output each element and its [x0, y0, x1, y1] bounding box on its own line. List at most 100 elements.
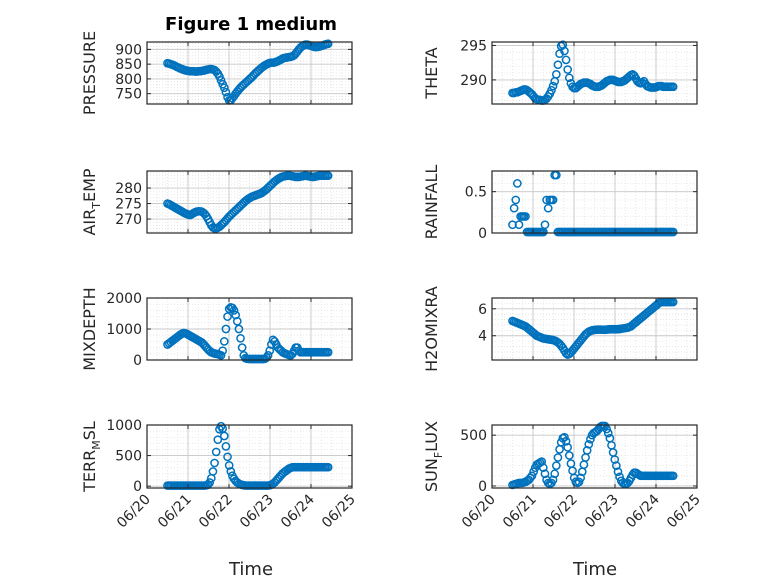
x-axis-label-left: Time — [228, 559, 273, 580]
x-axis-label-right: Time — [572, 559, 617, 580]
data-point — [584, 439, 594, 449]
x-tick-label: 06/25 — [664, 492, 704, 532]
axis-box-sun_flux — [491, 424, 698, 489]
data-point — [221, 442, 231, 451]
data-point — [538, 463, 548, 473]
y-tick-label: 900 — [115, 42, 142, 58]
x-tick-label: 06/20 — [459, 492, 499, 532]
data-point — [237, 343, 247, 352]
y-tick-label: 280 — [115, 181, 142, 197]
data-point — [208, 467, 218, 476]
data-point — [511, 195, 521, 205]
data-point — [548, 195, 558, 205]
x-tick-label: 06/25 — [319, 492, 359, 532]
plot-area-terr_msl — [147, 425, 352, 488]
data-point — [223, 452, 232, 462]
data-point — [521, 212, 530, 221]
axis-box-terr_msl — [146, 424, 353, 489]
subplot-theta: 290 295 THETA — [422, 38, 698, 105]
data-point — [553, 60, 563, 70]
data-point — [563, 65, 573, 74]
data-point — [540, 469, 550, 479]
data-point — [323, 171, 333, 180]
y-axis-label-air_temp: AIRTEMP — [80, 168, 103, 235]
data-point — [561, 436, 571, 446]
y-tick-label: 750 — [115, 87, 142, 103]
figure-title: Figure 1 medium — [165, 14, 337, 35]
data-point — [612, 461, 621, 470]
y-tick-label: 2000 — [106, 291, 142, 307]
data-point — [219, 83, 229, 93]
y-tick-label: 290 — [460, 73, 487, 89]
x-tick-label: 06/21 — [500, 492, 540, 532]
y-tick-label: 0 — [478, 479, 487, 495]
y-tick-label: 6 — [478, 302, 487, 318]
data-point — [211, 447, 221, 457]
y-axis-label-sun_flux: SUNFLUX — [422, 421, 445, 492]
data-point — [232, 316, 242, 326]
data-point — [218, 346, 228, 356]
axis-box-h2omixra — [491, 297, 698, 361]
data-point — [553, 453, 563, 462]
data-point — [576, 473, 586, 483]
data-point — [323, 462, 333, 472]
y-axis-label-h2omixra: H2OMIXRA — [422, 286, 441, 372]
data-point — [234, 324, 244, 334]
data-point — [550, 469, 560, 479]
y-tick-label: 0 — [478, 226, 487, 242]
y-tick-label: 295 — [460, 38, 487, 54]
y-tick-label: 0.5 — [465, 185, 487, 201]
data-point — [548, 81, 558, 91]
data-point — [603, 428, 613, 438]
subplot-rainfall: 0 0.5 RAINFALL — [422, 165, 698, 242]
axis-box-pressure — [146, 41, 353, 105]
data-point — [537, 457, 547, 466]
y-tick-label: 275 — [115, 197, 142, 213]
y-tick-label: 4 — [478, 329, 487, 345]
data-point — [529, 467, 538, 477]
data-point — [540, 220, 550, 230]
data-point — [219, 337, 229, 346]
axis-box-theta — [491, 41, 698, 105]
subplot-terr_msl: 0 500 1000 06/20 06/21 06/22 06/23 06/24 06/25 TE… — [80, 418, 359, 531]
data-point — [561, 55, 571, 65]
data-point — [564, 451, 574, 460]
data-point — [223, 312, 232, 321]
data-point — [613, 467, 623, 477]
y-tick-label: 0 — [133, 479, 142, 495]
x-tick-label: 06/24 — [623, 491, 663, 531]
x-tick-label: 06/21 — [155, 492, 195, 532]
data-point — [514, 220, 524, 230]
y-tick-label: 0 — [133, 353, 142, 369]
data-point — [513, 179, 522, 188]
subplot-mixdepth: 0 1000 2000 MIXDEPTH — [80, 287, 353, 371]
subplot-h2omixra: 4 6 H2OMIXRA — [422, 286, 698, 372]
data-point — [219, 431, 229, 441]
axis-box-rainfall — [491, 170, 698, 234]
y-tick-label: 500 — [115, 449, 142, 465]
data-point — [582, 446, 592, 455]
data-point — [668, 82, 678, 92]
y-tick-label: 1000 — [106, 418, 142, 434]
data-point — [548, 475, 558, 485]
data-point — [543, 203, 553, 213]
data-point — [551, 461, 561, 470]
x-tick-label: 06/23 — [237, 492, 277, 532]
data-point — [229, 306, 239, 315]
y-axis-label-theta: THETA — [422, 47, 441, 99]
data-point — [226, 467, 236, 476]
y-axis-label-mixdepth: MIXDEPTH — [80, 287, 99, 370]
axis-box-air_temp — [146, 170, 353, 234]
data-point — [509, 203, 519, 213]
data-point — [221, 87, 231, 97]
data-point — [323, 39, 333, 49]
y-tick-label: 270 — [115, 212, 142, 228]
y-tick-label: 800 — [115, 72, 142, 88]
y-axis-label-pressure: PRESSURE — [80, 31, 99, 115]
data-point — [236, 333, 245, 343]
y-tick-label: 500 — [460, 428, 487, 444]
data-point — [216, 351, 226, 360]
data-point — [323, 347, 333, 357]
